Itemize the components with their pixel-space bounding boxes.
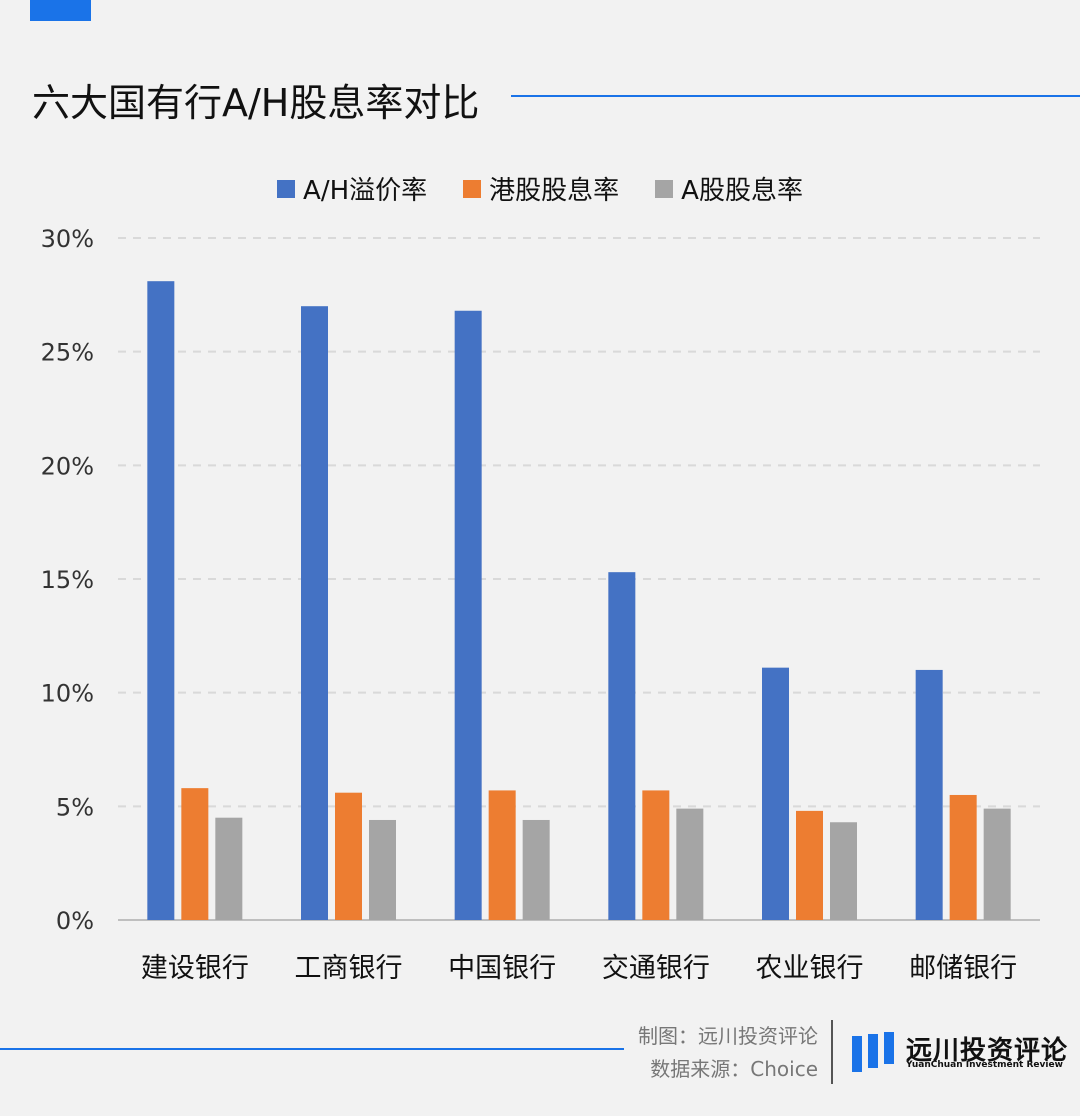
bar-hk-yield: [489, 790, 516, 920]
logo-bars-icon: [852, 1032, 896, 1072]
bar-premium: [762, 668, 789, 920]
x-tick-label: 建设银行: [141, 953, 249, 984]
bar-a-yield: [523, 820, 550, 920]
x-tick-label: 农业银行: [756, 953, 864, 984]
y-tick-label: 5%: [56, 793, 94, 821]
footer-divider: [831, 1020, 833, 1084]
y-tick-label: 20%: [41, 452, 94, 480]
bar-a-yield: [676, 809, 703, 920]
bar-premium: [916, 670, 943, 920]
y-tick-label: 10%: [41, 680, 94, 708]
credit-source: 数据来源：Choice: [638, 1053, 818, 1086]
x-tick-label: 交通银行: [602, 953, 710, 984]
bar-a-yield: [369, 820, 396, 920]
x-tick-label: 工商银行: [295, 953, 403, 984]
footer-underline: [0, 1048, 624, 1050]
bar-a-yield: [830, 822, 857, 920]
credit-maker: 制图：远川投资评论: [638, 1020, 818, 1053]
credits: 制图：远川投资评论 数据来源：Choice: [638, 1020, 818, 1086]
bar-hk-yield: [181, 788, 208, 920]
x-tick-label: 邮储银行: [909, 953, 1017, 984]
bar-hk-yield: [796, 811, 823, 920]
bar-premium: [301, 306, 328, 920]
bar-hk-yield: [335, 793, 362, 920]
bar-a-yield: [984, 809, 1011, 920]
bar-premium: [608, 572, 635, 920]
bar-premium: [455, 311, 482, 920]
logo-text-en: YuanChuan Investment Review: [906, 1060, 1063, 1070]
bar-premium: [147, 281, 174, 920]
y-tick-label: 0%: [56, 907, 94, 935]
bar-hk-yield: [950, 795, 977, 920]
x-tick-label: 中国银行: [448, 953, 556, 984]
bar-hk-yield: [642, 790, 669, 920]
y-tick-label: 25%: [41, 339, 94, 367]
y-tick-label: 30%: [41, 225, 94, 253]
y-tick-label: 15%: [41, 566, 94, 594]
bar-a-yield: [215, 818, 242, 920]
